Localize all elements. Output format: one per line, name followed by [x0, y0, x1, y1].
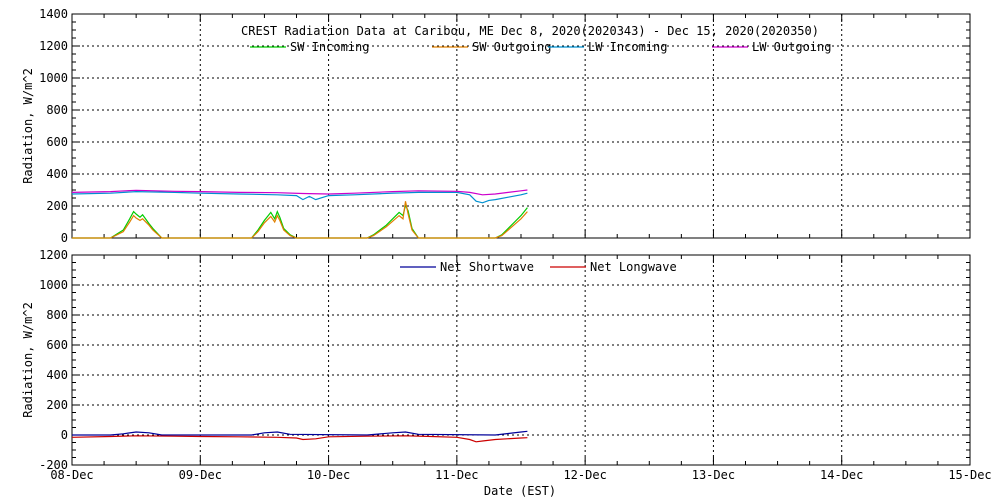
- panel-1-ytick-label: 400: [46, 167, 68, 181]
- chart-title: CREST Radiation Data at Caribou, ME Dec …: [241, 24, 819, 38]
- x-tick-label: 09-Dec: [179, 468, 222, 482]
- panel-2-ytick-label: 1000: [39, 278, 68, 292]
- panel-1-legend-label: SW Incoming: [290, 40, 369, 54]
- panel-2-series-net-shortwave: [72, 430, 528, 436]
- panel-1-y-axis-label: Radiation, W/m^2: [21, 68, 35, 184]
- panel-2-ytick-label: -200: [39, 458, 68, 472]
- x-tick-label: 15-Dec: [948, 468, 991, 482]
- panel-1-ytick-label: 200: [46, 199, 68, 213]
- x-tick-label: 11-Dec: [435, 468, 478, 482]
- panel-2-ytick-label: 800: [46, 308, 68, 322]
- panel-2-legend-label: Net Longwave: [590, 260, 677, 274]
- panel-2-ytick-label: 1200: [39, 248, 68, 262]
- panel-1-ytick-label: 0: [61, 231, 68, 245]
- x-tick-label: 14-Dec: [820, 468, 863, 482]
- panel-1-ytick-label: 1200: [39, 39, 68, 53]
- panel-1-ytick-label: 800: [46, 103, 68, 117]
- x-tick-label: 13-Dec: [692, 468, 735, 482]
- panel-1-series-lw-incoming: [71, 190, 528, 204]
- x-axis-label: Date (EST): [484, 484, 556, 498]
- panel-2-ytick-label: 200: [46, 398, 68, 412]
- panel-1-series-sw-outgoing: [72, 201, 528, 239]
- panel-2-frame: [71, 254, 971, 466]
- panel-1-ytick-label: 1000: [39, 71, 68, 85]
- panel-1-series-lw-outgoing: [71, 189, 528, 196]
- panel-2-ytick-label: 0: [61, 428, 68, 442]
- panel-2-ytick-label: 400: [46, 368, 68, 382]
- panel-1-ytick-label: 600: [46, 135, 68, 149]
- x-tick-label: 08-Dec: [50, 468, 93, 482]
- panel-1-legend-label: SW Outgoing: [472, 40, 551, 54]
- panel-2-series-net-longwave: [71, 435, 528, 443]
- panel-2-ytick-label: 600: [46, 338, 68, 352]
- panel-2-y-axis-label: Radiation, W/m^2: [21, 302, 35, 418]
- panel-1-legend-label: LW Outgoing: [752, 40, 831, 54]
- x-tick-label: 10-Dec: [307, 468, 350, 482]
- panel-1-ytick-label: 1400: [39, 7, 68, 21]
- panel-1-legend-label: LW Incoming: [588, 40, 667, 54]
- panel-2-legend-label: Net Shortwave: [440, 260, 534, 274]
- x-tick-label: 12-Dec: [563, 468, 606, 482]
- panel-1-series-sw-incoming: [72, 203, 528, 239]
